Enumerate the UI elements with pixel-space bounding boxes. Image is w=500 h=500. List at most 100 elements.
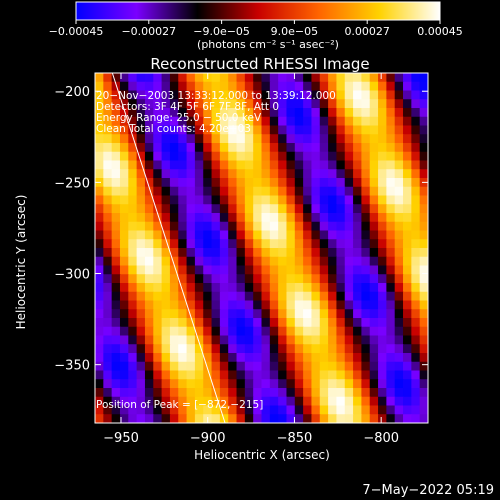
heatmap-cell [353,90,362,100]
heatmap-cell [236,169,246,179]
heatmap-cell [119,396,129,407]
heatmap-cell [186,116,196,127]
heatmap-cell [336,256,346,267]
heatmap-cell [228,344,238,354]
heatmap-cell [344,405,354,415]
heatmap-cell [303,81,313,92]
heatmap-cell [144,239,154,249]
heatmap-cell [386,256,396,267]
heatmap-cell [303,143,313,153]
heatmap-cell [169,248,179,258]
heatmap-cell [186,283,196,293]
heatmap-cell [369,353,379,363]
heatmap-cell [111,99,121,109]
heatmap-cell [111,125,121,135]
heatmap-cell [319,230,329,240]
heatmap-cell [186,143,196,153]
heatmap-cell [111,283,121,293]
heatmap-cell [303,221,313,232]
heatmap-cell [161,81,171,92]
heatmap-cell [178,309,188,319]
heatmap-cell [236,283,246,293]
heatmap-cell [361,396,371,407]
heatmap-cell [203,256,213,267]
heatmap-cell [144,265,154,275]
heatmap-cell [386,178,396,188]
heatmap-cell [228,265,238,275]
heatmap-cell [95,204,104,214]
heatmap-cell [294,195,304,205]
heatmap-cell [378,204,387,214]
heatmap-cell [211,239,221,249]
heatmap-cell [178,370,188,380]
heatmap-cell [186,414,196,423]
heatmap-cell [95,396,104,407]
heatmap-cell [261,361,271,372]
heatmap-cell [303,108,313,118]
heatmap-cell [103,291,113,302]
annotation-energy-range: Energy Range: 25.0 − 50.0 keV [96,112,262,124]
heatmap-cell [286,414,296,423]
footer-date: 7−May−2022 05:19 [362,483,494,498]
x-tick-label: −900 [190,431,226,446]
heatmap-cell [169,405,179,415]
heatmap-cell [103,178,113,188]
heatmap-cell [319,178,329,188]
heatmap-cell [169,335,179,345]
heatmap-cell [144,379,154,389]
heatmap-cell [294,221,304,232]
heatmap-cell [353,248,362,258]
heatmap-cell [269,274,279,284]
heatmap-cell [344,108,354,118]
heatmap-cell [136,379,146,389]
heatmap-cell [336,143,346,153]
heatmap-cell [403,379,412,389]
heatmap-cell [111,379,121,389]
heatmap-cell [419,230,428,240]
heatmap-cell [378,370,387,380]
heatmap-cell [211,309,221,319]
heatmap-cell [261,405,271,415]
heatmap-cell [111,213,121,223]
heatmap-cell [244,134,254,144]
heatmap-cell [361,90,371,100]
heatmap-cell [144,344,154,354]
heatmap-cell [228,291,238,302]
heatmap-cell [269,388,279,398]
heatmap-cell [269,221,279,232]
heatmap-cell [403,186,412,197]
heatmap-cell [386,379,396,389]
heatmap-cell [419,248,428,258]
heatmap-cell [194,186,204,197]
heatmap-cell [253,99,263,109]
heatmap-cell [403,370,412,380]
heatmap-cell [219,230,229,240]
heatmap-cell [419,361,428,372]
heatmap-cell [303,169,313,179]
heatmap-cell [328,195,338,205]
heatmap-cell [353,388,362,398]
heatmap-cell [194,300,204,310]
heatmap-cell [319,81,329,92]
heatmap-cell [136,134,146,144]
heatmap-cell [244,151,254,162]
heatmap-cell [378,274,387,284]
heatmap-cell [311,291,321,302]
heatmap-cell [186,353,196,363]
heatmap-cell [311,414,321,423]
heatmap-cell [244,221,254,232]
heatmap-cell [194,335,204,345]
heatmap-cell [161,414,171,423]
heatmap-cell [261,283,271,293]
heatmap-cell [286,204,296,214]
heatmap-cell [303,213,313,223]
heatmap-cell [353,99,362,109]
heatmap-cell [103,125,113,135]
heatmap-cell [286,291,296,302]
heatmap-cell [278,160,288,170]
heatmap-cell [311,90,321,100]
heatmap-cell [228,274,238,284]
heatmap-cell [419,99,428,109]
heatmap-cell [278,213,288,223]
heatmap-cell [253,309,263,319]
